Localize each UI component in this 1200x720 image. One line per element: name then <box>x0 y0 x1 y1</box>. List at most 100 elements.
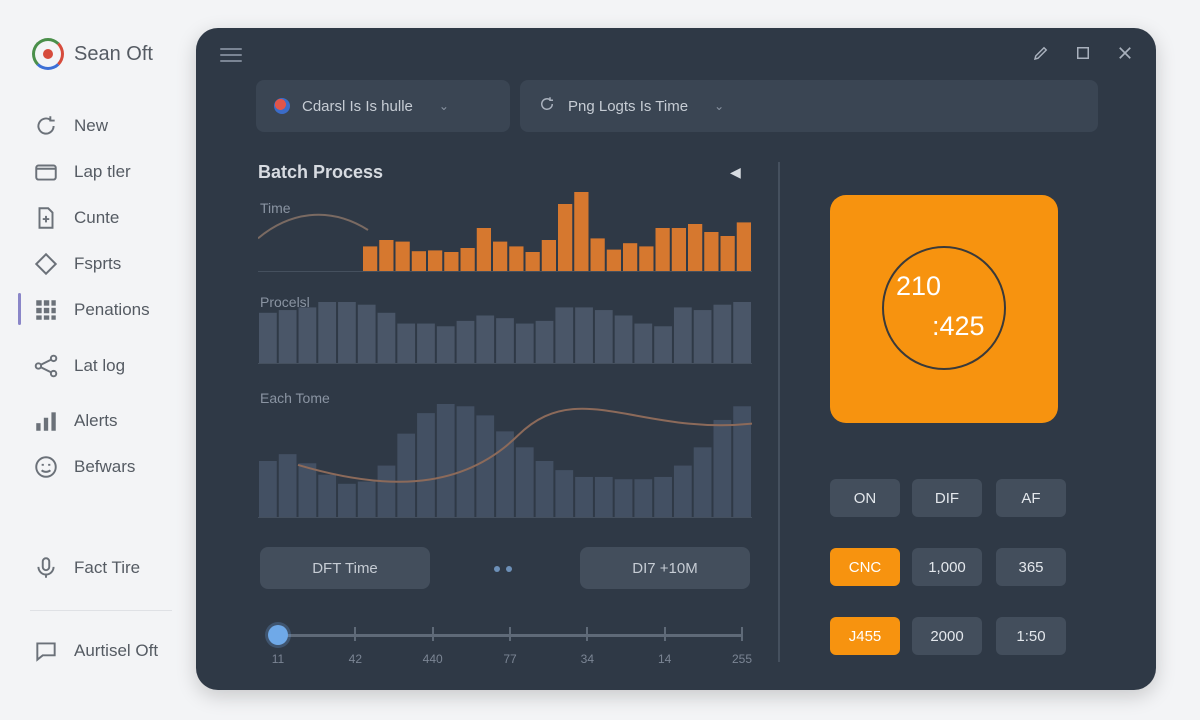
hamburger-menu-icon[interactable] <box>220 44 242 64</box>
sidebar-item-fact-tire[interactable]: Fact Tire <box>32 554 140 582</box>
sidebar-item-penations[interactable]: Penations <box>32 296 150 324</box>
chart-bar <box>357 481 376 518</box>
dft-time-button[interactable]: DFT Time <box>260 547 430 589</box>
chart-bar <box>436 404 455 518</box>
sidebar-item-lat-log[interactable]: Lat log <box>32 352 125 380</box>
app-name: Sean Oft <box>74 42 153 65</box>
chart-bar <box>639 246 654 272</box>
chart-bar <box>496 318 514 364</box>
chart-bar <box>634 323 653 364</box>
time-chart <box>258 192 752 272</box>
chart-bar <box>456 320 475 364</box>
gauge-card: 210 :425 <box>830 195 1058 423</box>
chart-bar <box>496 431 514 518</box>
log-time-dropdown[interactable]: Png Logts Is Time ⌄ <box>520 80 1098 132</box>
chart-bar <box>259 312 277 364</box>
app-logo-icon <box>32 38 64 70</box>
chart-bar <box>377 465 396 518</box>
chart-bar <box>379 240 394 272</box>
chart-bar <box>541 240 556 272</box>
gauge-ring <box>882 246 1006 370</box>
refresh-icon <box>538 95 556 117</box>
chart-bar <box>634 479 653 518</box>
sidebar-item-label: Lap tler <box>74 162 131 181</box>
slider-tick <box>354 627 357 641</box>
chart-bar <box>590 238 605 272</box>
chart-bar <box>555 307 574 364</box>
keypad-button[interactable]: 1:50 <box>996 617 1066 655</box>
column-divider <box>778 162 780 662</box>
chart-bar <box>720 236 735 272</box>
sidebar-item-new[interactable]: New <box>32 112 108 140</box>
slider-tick <box>509 627 511 641</box>
sidebar-item-fsprts[interactable]: Fsprts <box>32 250 121 278</box>
slider-tick <box>663 627 666 641</box>
chart-bar <box>493 241 508 272</box>
chart-bar <box>525 252 540 272</box>
chart-bar <box>318 302 337 364</box>
window-controls <box>1030 42 1136 64</box>
chat-icon <box>32 637 60 665</box>
chart-bar <box>671 228 686 272</box>
chart-bar <box>713 304 732 364</box>
sidebar-item-label: Aurtisel Oft <box>74 641 159 660</box>
chart-bar <box>363 246 378 272</box>
edit-icon[interactable] <box>1030 42 1052 64</box>
sidebar: Sean Oft New Lap tler Cunte Fsprts Penat… <box>0 0 190 720</box>
chart-bar <box>733 406 751 518</box>
source-dropdown[interactable]: Cdarsl Is Is hulle ⌄ <box>256 80 510 132</box>
chart-bar <box>428 250 443 272</box>
sidebar-item-befwars[interactable]: Befwars <box>32 453 135 481</box>
chart-bar <box>606 249 621 272</box>
chart-bar <box>515 447 534 518</box>
slider-tick-label: 14 <box>657 652 672 666</box>
di7-button[interactable]: DI7 +10M <box>580 547 750 589</box>
sidebar-item-lap-tler[interactable]: Lap tler <box>32 158 131 186</box>
slider-tick-label: 42 <box>348 652 362 666</box>
chart-bar <box>535 320 554 364</box>
chart-bar <box>411 251 426 272</box>
chart-bar <box>298 307 317 364</box>
maximize-icon[interactable] <box>1072 42 1094 64</box>
sidebar-item-label: New <box>74 116 109 135</box>
keypad-button[interactable]: ON <box>830 479 900 517</box>
chart-bar <box>654 326 672 364</box>
sidebar-item-alerts[interactable]: Alerts <box>32 407 117 435</box>
keypad-button[interactable]: CNC <box>830 548 900 586</box>
chart-bar <box>673 465 692 518</box>
sidebar-item-label: Cunte <box>74 208 120 227</box>
keypad-button[interactable]: 1,000 <box>912 548 982 586</box>
chart-bar <box>688 224 703 272</box>
collapse-icon[interactable]: ◀ <box>730 164 741 180</box>
document-icon <box>32 204 60 232</box>
keypad-button[interactable]: DIF <box>912 479 982 517</box>
chart-bar <box>733 302 751 364</box>
chart-bar <box>693 447 712 518</box>
chart-bar <box>614 315 633 364</box>
sidebar-item-label: Befwars <box>74 457 136 476</box>
close-icon[interactable] <box>1114 42 1136 64</box>
globe-icon <box>32 453 60 481</box>
keypad-button[interactable]: J455 <box>830 617 900 655</box>
timeline-slider-handle[interactable] <box>268 625 288 645</box>
chart-bar <box>318 474 337 518</box>
source-icon <box>274 98 290 114</box>
sidebar-item-cunte[interactable]: Cunte <box>32 204 119 232</box>
chart-bar <box>515 323 534 364</box>
slider-tick-label: 440 <box>422 652 443 666</box>
chart-bar <box>278 310 297 364</box>
slider-tick-label: 255 <box>731 652 753 666</box>
each-time-chart-label: Each Tome <box>260 390 330 406</box>
keypad-button[interactable]: 2000 <box>912 617 982 655</box>
keypad-button[interactable]: 365 <box>996 548 1066 586</box>
chart-bar <box>623 243 638 272</box>
section-title: Batch Process <box>258 162 384 182</box>
brand[interactable]: Sean Oft <box>32 38 153 70</box>
pager-dots[interactable] <box>494 566 512 572</box>
chart-bar <box>476 315 495 364</box>
refresh-icon <box>32 112 60 140</box>
sidebar-item-label: Lat log <box>74 356 126 375</box>
sidebar-item-aurtisel-oft[interactable]: Aurtisel Oft <box>32 637 158 665</box>
chart-bar <box>736 222 751 272</box>
keypad-button[interactable]: AF <box>996 479 1066 517</box>
